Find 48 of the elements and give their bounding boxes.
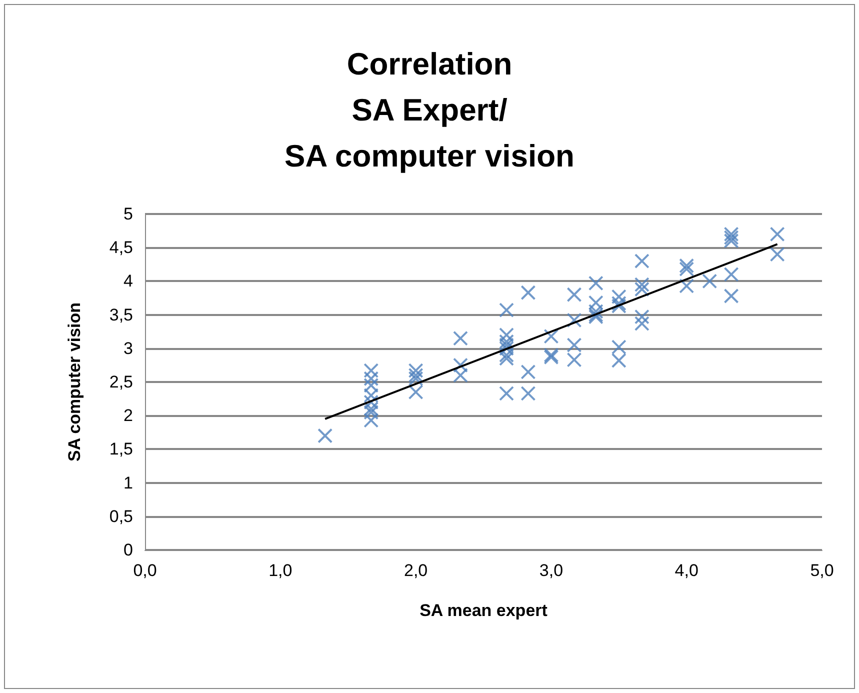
y-tick-label: 1,5 xyxy=(109,440,133,459)
point xyxy=(408,363,424,378)
x-tick-label: 0,0 xyxy=(133,561,157,580)
y-tick-label: 0,5 xyxy=(109,506,133,526)
y-tick-label: 2,5 xyxy=(109,372,133,392)
x-tick-label: 2,0 xyxy=(404,561,428,580)
point xyxy=(499,302,514,318)
point xyxy=(452,330,468,346)
y-tick-label: 5 xyxy=(124,204,133,224)
y-tick-label: 4,5 xyxy=(109,238,133,258)
point xyxy=(588,304,604,319)
point xyxy=(634,277,650,292)
x-tick-label: 5,0 xyxy=(810,561,834,580)
point xyxy=(770,226,785,242)
x-tick-label: 3,0 xyxy=(539,561,564,580)
x-axis-title: SA mean expert xyxy=(420,601,548,620)
point xyxy=(724,288,739,304)
point xyxy=(634,316,650,332)
y-tick-label: 3,5 xyxy=(109,305,133,324)
point xyxy=(520,386,536,401)
point xyxy=(634,309,650,324)
y-tick-label: 1 xyxy=(124,473,133,492)
point xyxy=(544,328,559,344)
point xyxy=(770,246,785,262)
point xyxy=(724,266,739,282)
point xyxy=(566,312,582,328)
point xyxy=(679,258,694,274)
point xyxy=(634,282,650,297)
point xyxy=(702,274,718,289)
y-axis-title: SA computer vision xyxy=(65,302,84,462)
y-tick-label: 2 xyxy=(124,406,133,426)
point xyxy=(566,287,582,302)
point xyxy=(499,386,514,401)
x-tick-label: 4,0 xyxy=(674,561,698,580)
point xyxy=(724,226,739,242)
point xyxy=(634,254,650,269)
y-tick-label: 0 xyxy=(124,540,133,560)
point xyxy=(520,364,536,380)
point xyxy=(588,276,604,291)
y-tick-label: 4 xyxy=(124,272,133,291)
point xyxy=(724,230,739,246)
x-tick-label: 1,0 xyxy=(268,561,292,580)
y-tick-label: 3 xyxy=(124,338,133,358)
point xyxy=(318,428,333,444)
point xyxy=(520,285,536,300)
point xyxy=(611,296,626,311)
point xyxy=(724,233,739,248)
chart-title: Correlation SA Expert/ SA computer vision xyxy=(284,46,574,174)
